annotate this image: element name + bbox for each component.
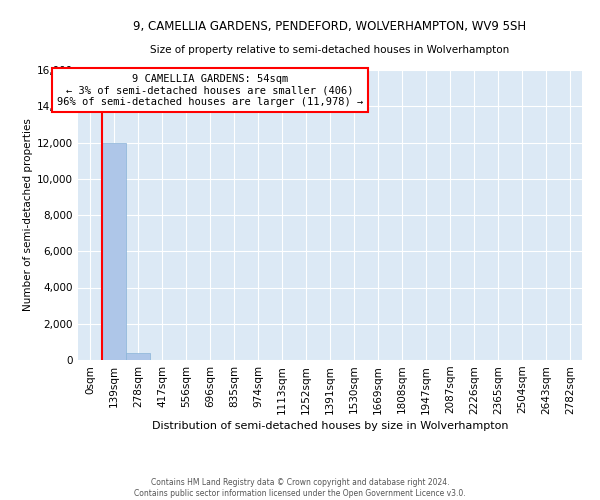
Text: Contains HM Land Registry data © Crown copyright and database right 2024.
Contai: Contains HM Land Registry data © Crown c… [134, 478, 466, 498]
Text: 9, CAMELLIA GARDENS, PENDEFORD, WOLVERHAMPTON, WV9 5SH: 9, CAMELLIA GARDENS, PENDEFORD, WOLVERHA… [133, 20, 527, 33]
X-axis label: Distribution of semi-detached houses by size in Wolverhampton: Distribution of semi-detached houses by … [152, 420, 508, 430]
Text: Size of property relative to semi-detached houses in Wolverhampton: Size of property relative to semi-detach… [151, 45, 509, 55]
Y-axis label: Number of semi-detached properties: Number of semi-detached properties [23, 118, 33, 312]
Bar [126, 352, 150, 360]
Bar [102, 143, 126, 360]
Text: 9 CAMELLIA GARDENS: 54sqm
← 3% of semi-detached houses are smaller (406)
96% of : 9 CAMELLIA GARDENS: 54sqm ← 3% of semi-d… [57, 74, 363, 107]
